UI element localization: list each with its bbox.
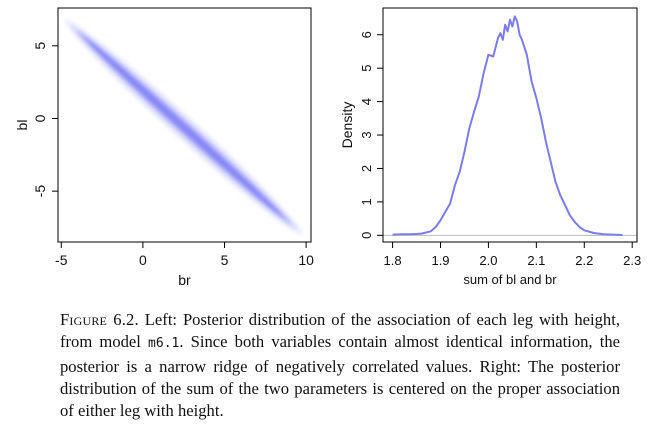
right-plot-frame — [382, 7, 638, 243]
caption-text-2: . Since both variables contain almost id… — [60, 332, 620, 421]
posterior-ridge — [64, 19, 304, 236]
left-y-axis-label: bl — [14, 120, 30, 131]
x-tick-label: 2.3 — [623, 253, 641, 268]
right-x-axis-label: sum of bl and br — [463, 272, 557, 287]
y-tick-label: 5 — [32, 42, 48, 50]
y-tick-label: 6 — [359, 31, 374, 38]
y-tick-label: 1 — [359, 198, 374, 205]
y-tick-label: 0 — [359, 232, 374, 239]
x-tick-label: -5 — [55, 252, 68, 268]
y-tick-label: 2 — [359, 165, 374, 172]
figure-caption: Figure 6.2. Left: Posterior distribution… — [60, 309, 620, 422]
x-tick-label: 2.0 — [479, 253, 497, 268]
left-plot-frame — [57, 7, 312, 243]
x-tick-label: 10 — [298, 252, 314, 268]
x-tick-label: 2.1 — [527, 253, 545, 268]
y-tick-label: 0 — [32, 114, 48, 122]
left-y-axis: -5 0 5 — [32, 42, 58, 198]
x-tick-label: 1.9 — [431, 253, 449, 268]
ridge-density-layer — [88, 41, 280, 214]
right-density-panel: 1.8 1.9 2.0 2.1 2.2 2.3 0 1 2 3 4 5 6 sum of bl and… — [339, 7, 641, 287]
x-tick-label: 0 — [139, 252, 147, 268]
right-x-axis: 1.8 1.9 2.0 2.1 2.2 2.3 — [384, 242, 641, 268]
x-tick-label: 5 — [221, 252, 229, 268]
y-tick-label: 4 — [359, 98, 374, 105]
left-x-axis: -5 0 5 10 — [55, 242, 314, 268]
x-tick-label: 2.2 — [575, 253, 593, 268]
density-curve — [392, 15, 623, 236]
right-y-axis-label: Density — [339, 102, 355, 149]
caption-model-code: m6.1 — [148, 336, 180, 352]
caption-text-1: Left: Posterior distribution of the asso… — [60, 310, 620, 352]
y-tick-label: 5 — [359, 65, 374, 72]
scatter-points — [64, 19, 304, 236]
x-tick-label: 1.8 — [384, 253, 402, 268]
left-scatter-panel: -5 0 5 10 -5 0 5 br bl — [14, 7, 314, 288]
right-y-axis: 0 1 2 3 4 5 6 — [359, 31, 383, 239]
figure-panels: -5 0 5 10 -5 0 5 br bl 1.8 1.9 2.0 2.1 2.2 2.3 0 1 2… — [14, 7, 641, 288]
y-tick-label: -5 — [32, 185, 48, 198]
left-x-axis-label: br — [178, 272, 191, 288]
caption-label: Figure 6.2. — [60, 310, 139, 329]
y-tick-label: 3 — [359, 131, 374, 138]
